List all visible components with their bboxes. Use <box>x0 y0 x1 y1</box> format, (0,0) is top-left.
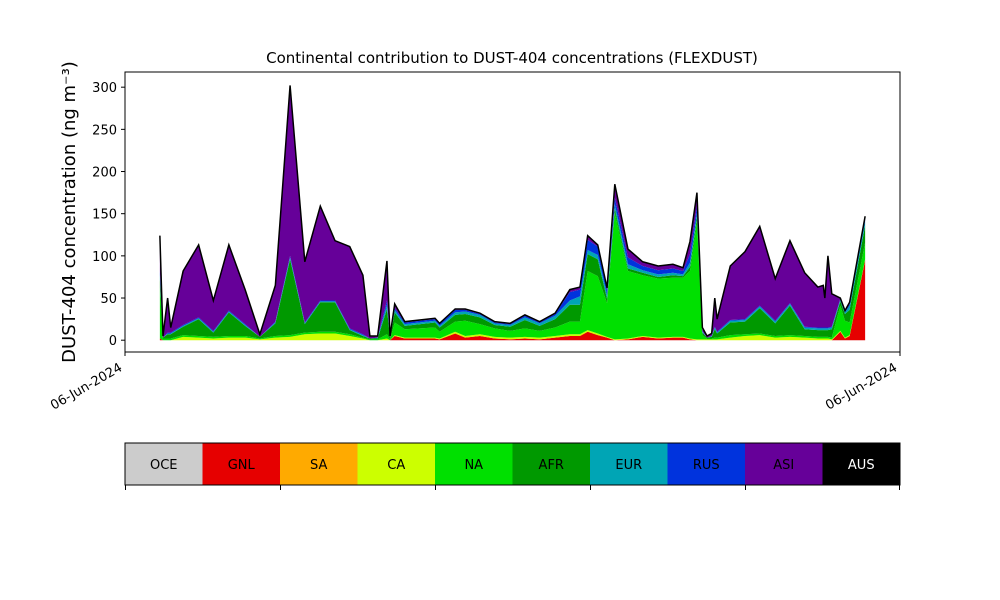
legend-swatch <box>125 443 203 485</box>
y-tick-label: 200 <box>92 166 117 181</box>
legend-label: EUR <box>615 458 642 473</box>
plot-frame <box>124 71 901 353</box>
y-tick-label: 0 <box>109 334 117 349</box>
y-tick-label: 100 <box>92 250 117 265</box>
legend-label: NA <box>464 458 483 473</box>
area <box>159 85 866 339</box>
legend-label: OCE <box>150 458 178 473</box>
y-tick-label: 50 <box>100 292 117 307</box>
y-axis-label: DUST-404 concentration (ng m⁻³) <box>59 61 80 363</box>
y-tick-label: 250 <box>92 123 117 138</box>
chart-title: Continental contribution to DUST-404 con… <box>266 49 758 67</box>
legend-swatch <box>280 443 358 485</box>
area <box>159 197 866 339</box>
legend-label: GNL <box>228 458 256 473</box>
area <box>159 85 866 337</box>
legend-label: RUS <box>693 458 720 473</box>
legend-swatch <box>745 443 823 485</box>
legend-frame <box>124 442 901 486</box>
y-tick-label: 150 <box>92 208 117 223</box>
legend-label: ASI <box>773 458 794 473</box>
legend-swatch <box>590 443 668 485</box>
legend-swatch <box>435 443 513 485</box>
area <box>159 212 866 341</box>
legend-swatch <box>822 443 900 485</box>
colorbar-ticks <box>125 485 900 490</box>
legend-label: AUS <box>848 458 875 473</box>
area <box>159 208 866 340</box>
legend-label: AFR <box>539 458 564 473</box>
y-tick-label: 300 <box>92 81 117 96</box>
legend-swatch <box>202 443 280 485</box>
legend-swatch <box>512 443 590 485</box>
legend-swatch <box>357 443 435 485</box>
legend-label: CA <box>387 458 405 473</box>
legend-swatch <box>667 443 745 485</box>
legend-label: SA <box>310 458 327 473</box>
